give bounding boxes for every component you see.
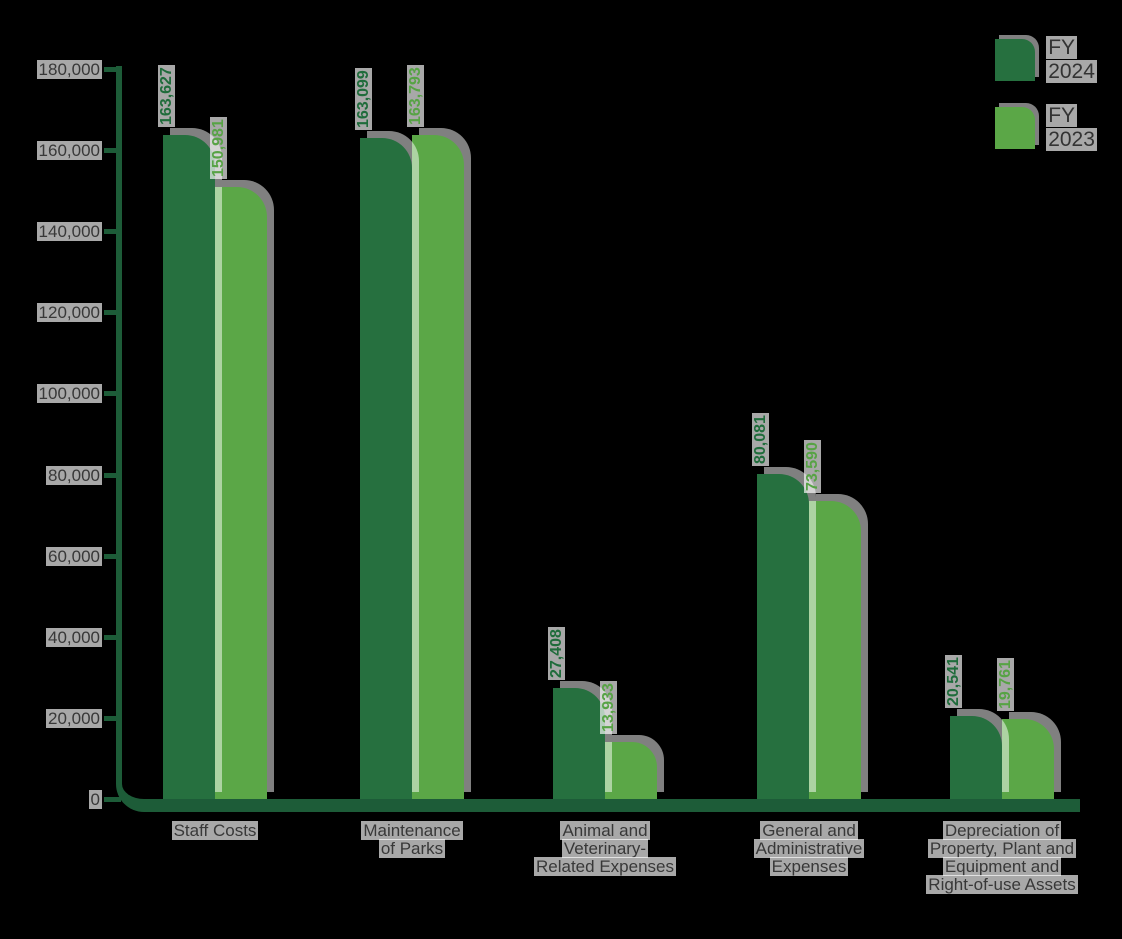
bar-fy-2024-general-and-administrative-expenses xyxy=(757,474,809,799)
value-label-fy-2023-animal-and-veterinary-related-expenses: 13,933 xyxy=(600,681,617,735)
bar-fy-2023-maintenance-of-parks xyxy=(412,134,464,799)
axis-frame xyxy=(116,66,1080,812)
bar-fy-2023-animal-and-veterinary-related-expenses xyxy=(605,742,657,799)
x-axis-label-depreciation-of-property-plant-and-equipment-and-right-of-use-assets: Depreciation of Property, Plant and Equi… xyxy=(926,821,1078,894)
x-axis-label-staff-costs: Staff Costs xyxy=(171,821,259,840)
y-tick-label-0: 0 xyxy=(88,790,102,809)
y-tick-mark-120-000 xyxy=(104,310,121,316)
legend-swatch-fy2024 xyxy=(995,39,1036,81)
value-label-fy-2024-general-and-administrative-expenses: 80,081 xyxy=(752,413,769,467)
bar-fy-2024-animal-and-veterinary-related-expenses xyxy=(553,687,605,799)
y-tick-label-40-000: 40,000 xyxy=(46,627,102,647)
y-tick-mark-0 xyxy=(104,797,121,802)
y-tick-mark-40-000 xyxy=(104,634,121,640)
x-axis-label-maintenance-of-parks: Maintenance of Parks xyxy=(361,821,463,858)
legend-label-fy2024: FY 2024 xyxy=(1046,36,1097,83)
y-tick-mark-160-000 xyxy=(104,148,121,154)
value-label-fy-2023-maintenance-of-parks: 163,793 xyxy=(407,64,424,127)
value-label-fy-2023-depreciation-of-property-plant-and-equipment-and-right-of-use-assets: 19,761 xyxy=(997,657,1014,711)
bar-fy-2024-depreciation-of-property-plant-and-equipment-and-right-of-use-assets xyxy=(950,715,1002,799)
x-axis-label-animal-and-veterinary-related-expenses: Animal and Veterinary- Related Expenses xyxy=(534,821,676,876)
bar-fy-2023-staff-costs xyxy=(215,186,267,799)
value-label-fy-2024-depreciation-of-property-plant-and-equipment-and-right-of-use-assets: 20,541 xyxy=(945,654,962,708)
legend: FY 2024 FY 2023 xyxy=(995,36,1122,172)
y-tick-mark-60-000 xyxy=(104,553,121,559)
y-tick-label-20-000: 20,000 xyxy=(46,708,102,728)
value-label-fy-2024-maintenance-of-parks: 163,099 xyxy=(355,67,372,130)
y-tick-mark-80-000 xyxy=(104,472,121,478)
value-label-fy-2023-general-and-administrative-expenses: 73,590 xyxy=(804,439,821,493)
y-tick-mark-140-000 xyxy=(104,229,121,235)
bar-fy-2023-depreciation-of-property-plant-and-equipment-and-right-of-use-assets xyxy=(1002,718,1054,799)
y-tick-label-80-000: 80,000 xyxy=(46,465,102,485)
y-tick-mark-180-000 xyxy=(104,67,121,72)
bar-fy-2024-maintenance-of-parks xyxy=(360,137,412,799)
y-tick-mark-20-000 xyxy=(104,715,121,721)
bar-fy-2024-staff-costs xyxy=(163,135,215,799)
value-label-fy-2024-staff-costs: 163,627 xyxy=(158,65,175,128)
bar-fy-2023-general-and-administrative-expenses xyxy=(809,500,861,799)
value-label-fy-2024-animal-and-veterinary-related-expenses: 27,408 xyxy=(548,626,565,680)
value-label-fy-2023-staff-costs: 150,981 xyxy=(210,116,227,179)
legend-swatch-fy2023 xyxy=(995,107,1036,149)
y-tick-mark-100-000 xyxy=(104,391,121,397)
legend-item-fy2023: FY 2023 xyxy=(995,104,1122,152)
y-tick-label-60-000: 60,000 xyxy=(46,546,102,566)
y-tick-label-160-000: 160,000 xyxy=(36,141,102,161)
y-tick-label-140-000: 140,000 xyxy=(36,222,102,242)
legend-item-fy2024: FY 2024 xyxy=(995,36,1122,84)
y-tick-label-100-000: 100,000 xyxy=(36,384,102,404)
y-tick-label-120-000: 120,000 xyxy=(36,303,102,323)
x-axis-label-general-and-administrative-expenses: General and Administrative Expenses xyxy=(753,821,865,876)
legend-label-fy2023: FY 2023 xyxy=(1046,104,1097,151)
y-tick-label-180-000: 180,000 xyxy=(36,60,102,79)
